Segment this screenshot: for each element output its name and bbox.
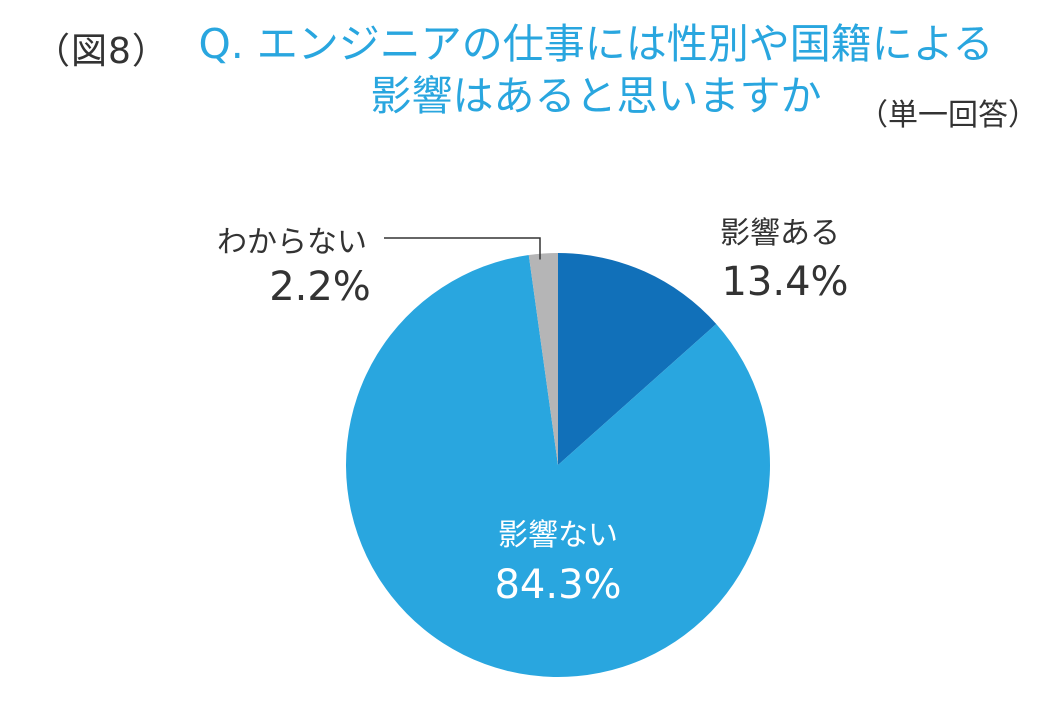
slice-label-noaffect: 影響ない <box>498 518 618 553</box>
slice-value-noaffect: 84.3% <box>494 562 621 608</box>
figure-label: （図8） <box>34 31 169 72</box>
answer-type-note: （単一回答） <box>858 98 1038 133</box>
slice-value-affect: 13.4% <box>721 259 848 305</box>
slice-label-unknown: わからない <box>217 225 367 260</box>
slice-label-affect: 影響ある <box>720 216 840 251</box>
chart-title: Q. エンジニアの仕事には性別や国籍による 影響はあると思いますか <box>198 20 994 120</box>
pie-slice-1 <box>346 255 770 677</box>
pie-slice-0 <box>558 253 717 465</box>
leader-line-unknown <box>384 237 541 260</box>
pie-slice-2 <box>528 253 558 465</box>
slice-value-unknown: 2.2% <box>269 264 371 310</box>
